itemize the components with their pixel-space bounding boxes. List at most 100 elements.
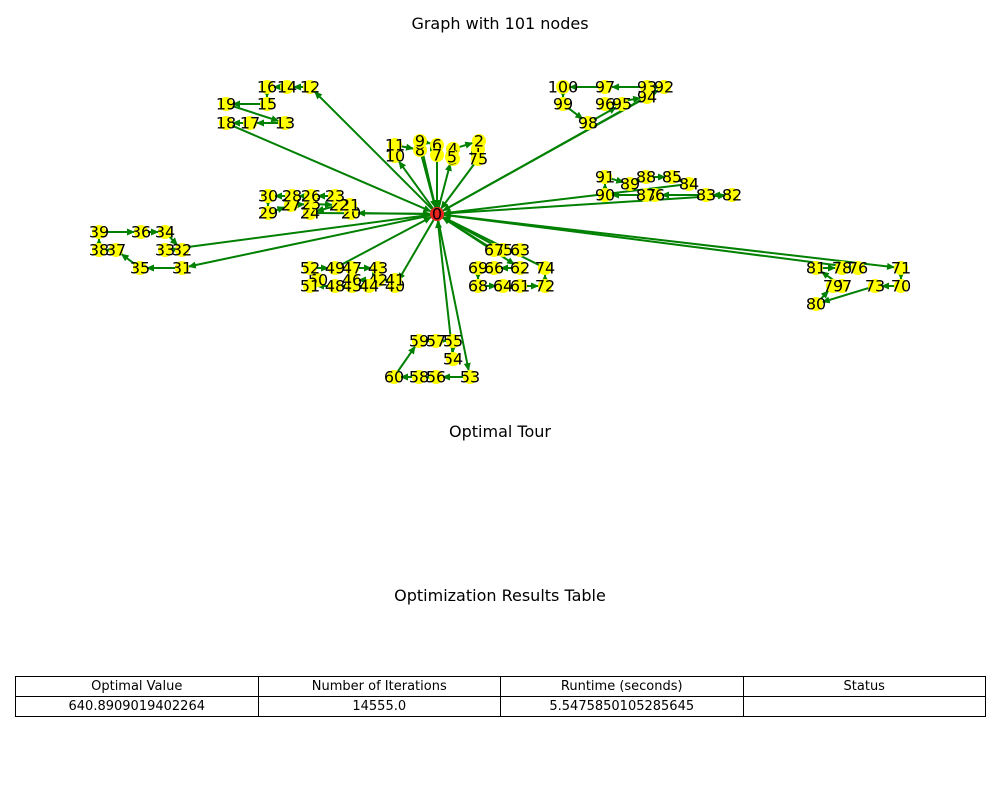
node-39: 39 <box>89 223 109 242</box>
node-68: 68 <box>468 277 488 296</box>
node-90: 90 <box>595 186 615 205</box>
edge-98-95 <box>590 106 617 123</box>
node-label: 62 <box>510 259 530 278</box>
node-label: 63 <box>510 241 530 260</box>
node-31: 31 <box>172 259 192 278</box>
node-marker <box>134 225 148 239</box>
node-label: 69 <box>468 259 488 278</box>
node-label: 1 <box>473 140 483 159</box>
value-optimal-value: 640.8909019402264 <box>15 696 259 717</box>
node-label: 87 <box>636 186 656 205</box>
node-marker <box>412 370 426 384</box>
node-marker <box>371 261 385 275</box>
node-marker <box>328 189 342 203</box>
node-marker <box>388 149 402 163</box>
node-label: 98 <box>578 114 598 133</box>
node-label: 10 <box>385 147 405 166</box>
node-marker <box>471 152 485 166</box>
node-37: 37 <box>106 241 126 260</box>
node-marker <box>682 177 696 191</box>
node-55: 55 <box>443 332 463 351</box>
node-47: 47 <box>342 259 362 278</box>
node-marker <box>387 370 401 384</box>
node-label: 14 <box>277 78 297 97</box>
node-marker <box>303 80 317 94</box>
node-26: 26 <box>301 187 321 206</box>
node-43: 43 <box>368 259 388 278</box>
node-marker <box>260 97 274 111</box>
node-marker <box>581 116 595 130</box>
node-label: 99 <box>553 95 573 114</box>
edge-75-0 <box>440 160 478 210</box>
results-value-row: 640.8909019402264 14555.0 5.547585010528… <box>15 696 986 717</box>
node-93: 93 <box>637 78 657 97</box>
node-label: 21 <box>340 196 360 215</box>
node-label: 26 <box>301 187 321 206</box>
node-83: 83 <box>696 186 716 205</box>
node-marker <box>640 90 654 104</box>
node-label: 84 <box>679 175 699 194</box>
node-marker <box>109 243 123 257</box>
node-label: 73 <box>865 277 885 296</box>
node-64: 64 <box>493 277 513 296</box>
node-marker <box>835 261 849 275</box>
node-marker <box>725 188 739 202</box>
edge-18-0 <box>228 123 432 213</box>
node-36: 36 <box>131 223 151 242</box>
node-23: 23 <box>325 187 345 206</box>
node-marker <box>429 370 443 384</box>
node-35: 35 <box>130 259 150 278</box>
node-marker <box>430 207 444 221</box>
node-label: 47 <box>342 259 362 278</box>
node-marker <box>496 279 510 293</box>
node-marker <box>430 138 444 152</box>
node-18: 18 <box>216 114 236 133</box>
node-80: 80 <box>806 295 826 314</box>
node-label: 57 <box>426 332 446 351</box>
node-30: 30 <box>258 187 278 206</box>
node-13: 13 <box>275 114 295 133</box>
node-marker <box>598 188 612 202</box>
node-57: 57 <box>426 332 446 351</box>
node-marker <box>615 97 629 111</box>
node-label: 18 <box>216 114 236 133</box>
edge-49-0 <box>337 216 432 268</box>
node-marker <box>219 97 233 111</box>
node-label: 76 <box>848 259 868 278</box>
node-marker <box>285 189 299 203</box>
node-label: 58 <box>409 368 429 387</box>
node-label: 31 <box>172 259 192 278</box>
node-marker <box>280 80 294 94</box>
node-70: 70 <box>891 277 911 296</box>
header-iterations: Number of Iterations <box>257 676 501 697</box>
node-marker <box>471 261 485 275</box>
node-12: 12 <box>300 78 320 97</box>
table-title: Optimization Results Table <box>394 586 606 605</box>
edge-74-0 <box>442 216 543 268</box>
node-53: 53 <box>460 368 480 387</box>
node-98: 98 <box>578 114 598 133</box>
node-label: 83 <box>696 186 716 205</box>
node-9: 9 <box>413 132 427 151</box>
node-label: 78 <box>832 259 852 278</box>
graph-figure: Graph with 101 nodes Optimal Tour Optimi… <box>89 14 911 605</box>
node-marker <box>446 334 460 348</box>
node-marker <box>598 97 612 111</box>
node-marker <box>92 225 106 239</box>
node-marker <box>623 177 637 191</box>
node-marker <box>657 80 671 94</box>
node-label: 70 <box>891 277 911 296</box>
node-15: 15 <box>257 95 277 114</box>
node-5: 5 <box>445 148 459 167</box>
node-59: 59 <box>409 332 429 351</box>
node-21: 21 <box>340 196 360 215</box>
node-72: 72 <box>535 277 555 296</box>
node-94: 94 <box>637 88 657 107</box>
node-label: 38 <box>89 241 109 260</box>
node-marker <box>538 261 552 275</box>
node-marker <box>413 134 427 148</box>
edge-0-12 <box>314 91 436 213</box>
edge-0-82 <box>439 192 726 215</box>
node-label: 88 <box>636 168 656 187</box>
node-label: 94 <box>637 88 657 107</box>
